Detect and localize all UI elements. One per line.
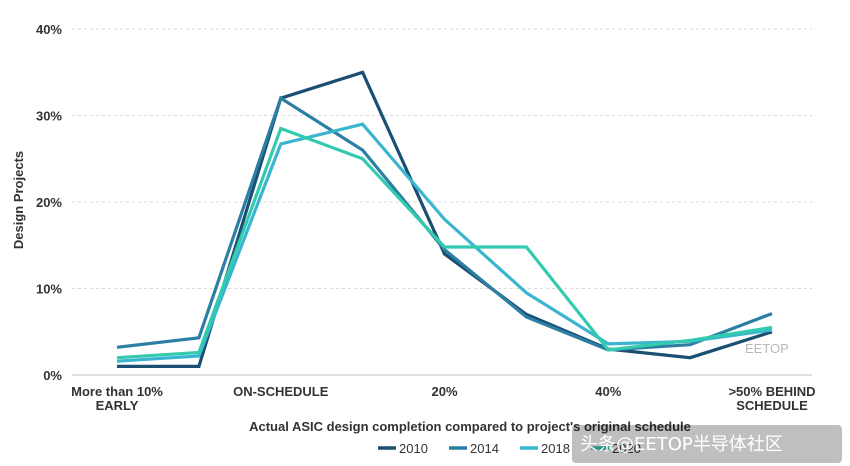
y-tick-label: 30% xyxy=(36,109,62,124)
series-line-2018 xyxy=(116,122,773,363)
series-line-2014 xyxy=(116,95,773,352)
watermark-background xyxy=(572,425,842,463)
legend-label-2018: 2018 xyxy=(541,441,570,456)
series-line-2020 xyxy=(116,126,773,360)
x-tick-label: >50% BEHIND SCHEDULE xyxy=(728,384,815,413)
watermark-small-text: EETOP xyxy=(745,341,789,356)
x-tick-labels: More than 10% EARLY ON-SCHEDULE 20% 40% >50% … xyxy=(71,384,815,413)
watermark: 头条@EETOP半导体社区 EETOP xyxy=(572,341,842,463)
y-tick-label: 10% xyxy=(36,282,62,297)
watermark-text: 头条@EETOP半导体社区 xyxy=(580,434,783,455)
x-tick-label: 40% xyxy=(595,384,621,399)
x-tick-label: ON-SCHEDULE xyxy=(233,384,329,399)
legend-label-2014: 2014 xyxy=(470,441,499,456)
y-tick-labels: 0% 10% 20% 30% 40% xyxy=(36,22,62,383)
y-tick-label: 40% xyxy=(36,22,62,37)
legend-label-2020: 2020 xyxy=(612,441,641,456)
series-lines xyxy=(116,70,773,368)
legend: 2010 2014 2018 2020 xyxy=(378,441,641,456)
y-tick-label: 20% xyxy=(36,195,62,210)
x-tick-label: More than 10% EARLY xyxy=(71,384,163,413)
x-tick-label: 20% xyxy=(431,384,457,399)
legend-label-2010: 2010 xyxy=(399,441,428,456)
y-axis-label: Design Projects xyxy=(11,151,26,249)
y-tick-label: 0% xyxy=(43,368,62,383)
x-axis-label: Actual ASIC design completion compared t… xyxy=(249,419,691,434)
